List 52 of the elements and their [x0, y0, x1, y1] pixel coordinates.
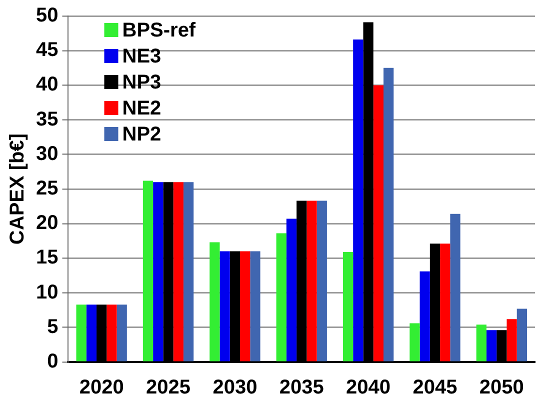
bar: [384, 68, 394, 362]
y-tick-label: 45: [36, 39, 58, 62]
bar: [353, 40, 364, 362]
legend-label: NE3: [122, 46, 162, 68]
bar: [286, 218, 297, 362]
bar: [516, 308, 527, 362]
x-tick-label: 2025: [146, 376, 191, 399]
bar: [106, 304, 117, 362]
bar: [316, 200, 327, 362]
bar: [342, 252, 354, 362]
bar: [440, 244, 450, 362]
y-tick-label: 15: [36, 246, 58, 269]
x-tick-label: 2045: [412, 376, 458, 399]
bar: [410, 323, 420, 362]
bar: [116, 304, 127, 362]
bar: [450, 214, 460, 362]
bar: [420, 271, 430, 362]
x-tick-label: 2020: [79, 376, 124, 399]
y-tick-label: 30: [36, 142, 58, 165]
legend-label: NE2: [122, 98, 162, 120]
y-tick-label: 35: [36, 108, 58, 130]
bar: [240, 251, 250, 362]
y-tick-label: 5: [47, 316, 58, 338]
bar: [306, 200, 317, 362]
y-tick-label: 40: [36, 74, 58, 96]
legend-label: NP2: [122, 124, 162, 146]
bar: [76, 304, 86, 362]
bar: [153, 182, 164, 362]
bar: [476, 324, 486, 362]
bar: [250, 251, 260, 362]
bar: [373, 85, 384, 362]
y-tick-label: 0: [47, 350, 58, 373]
bar: [210, 242, 220, 362]
y-tick-label: 20: [36, 212, 58, 234]
bar: [142, 180, 154, 362]
legend-label: NP3: [122, 72, 162, 94]
x-tick-label: 2040: [346, 376, 391, 399]
bar: [86, 304, 97, 362]
bar: [183, 182, 194, 362]
bar: [506, 319, 517, 362]
bar: [486, 330, 497, 362]
bar: [173, 182, 184, 362]
bar: [220, 251, 230, 362]
y-axis-title: CAPEX [b€]: [6, 133, 29, 245]
bar: [276, 233, 286, 362]
y-tick-label: 25: [36, 178, 58, 200]
y-tick-label: 50: [36, 4, 58, 27]
x-tick-label: 2035: [279, 376, 324, 399]
legend-label: BPS-ref: [122, 20, 196, 42]
y-tick-label: 10: [36, 281, 58, 304]
x-tick-label: 2030: [212, 376, 258, 399]
x-tick-label: 2050: [479, 376, 524, 399]
